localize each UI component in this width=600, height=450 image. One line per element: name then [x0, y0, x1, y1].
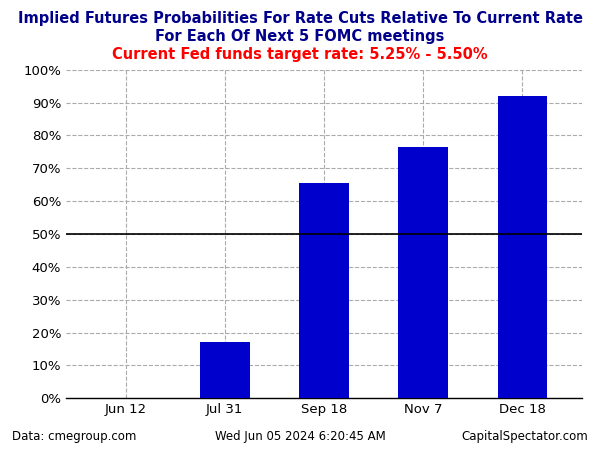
Bar	[200, 342, 250, 398]
Text: Data: cmegroup.com: Data: cmegroup.com	[12, 430, 136, 443]
Text: Implied Futures Probabilities For Rate Cuts Relative To Current Rate: Implied Futures Probabilities For Rate C…	[17, 11, 583, 26]
Text: Wed Jun 05 2024 6:20:45 AM: Wed Jun 05 2024 6:20:45 AM	[215, 430, 385, 443]
Text: For Each Of Next 5 FOMC meetings: For Each Of Next 5 FOMC meetings	[155, 29, 445, 44]
Bar	[299, 183, 349, 398]
Text: CapitalSpectator.com: CapitalSpectator.com	[461, 430, 588, 443]
Bar	[398, 147, 448, 398]
Text: Current Fed funds target rate: 5.25% - 5.50%: Current Fed funds target rate: 5.25% - 5…	[112, 47, 488, 62]
Bar	[497, 96, 547, 398]
